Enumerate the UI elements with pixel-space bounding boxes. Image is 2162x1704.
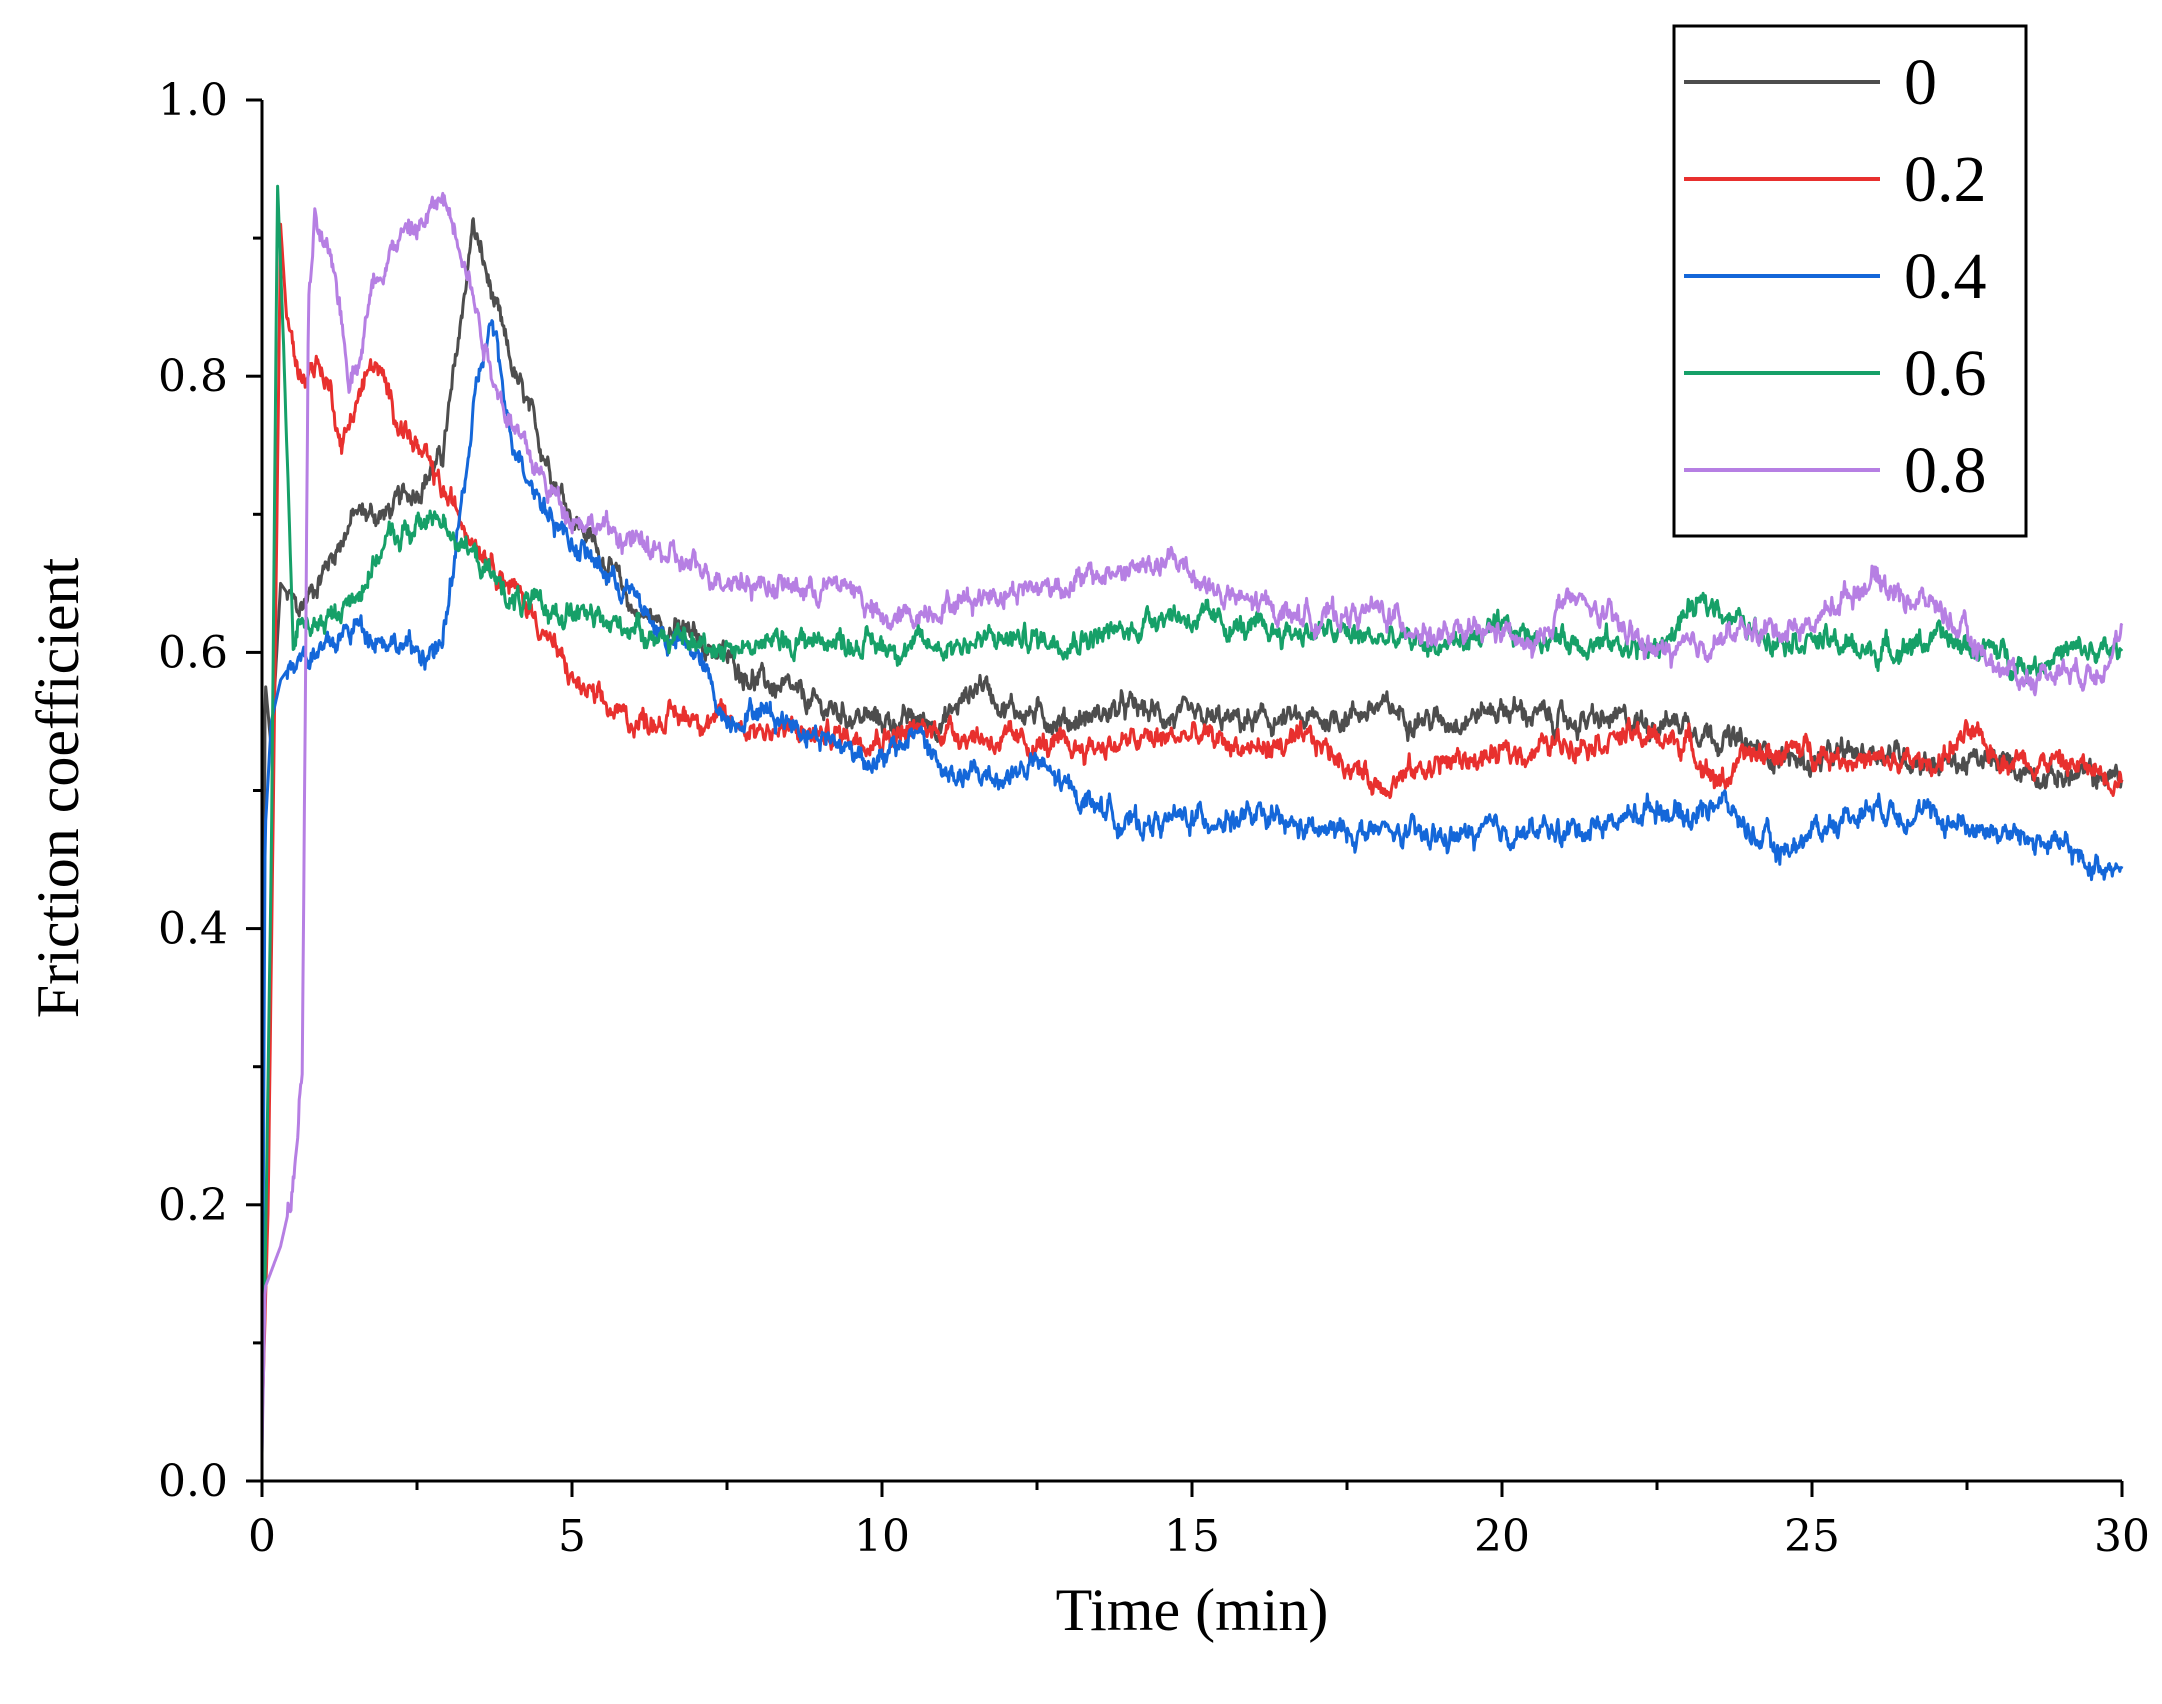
legend-label: 0.4 [1904, 240, 1987, 313]
y-tick-label: 1.0 [158, 75, 228, 126]
series-line-0_2 [260, 222, 2124, 1426]
x-tick-label: 15 [1164, 1511, 1220, 1562]
legend-label: 0.6 [1904, 337, 1987, 410]
x-tick-label: 10 [854, 1511, 910, 1562]
axes: 0.0 0.2 0.4 0.6 0.8 1.0 0 5 10 15 20 25 30 [158, 75, 2150, 1562]
y-tick-label: 0.8 [158, 351, 228, 402]
legend-label: 0.8 [1904, 434, 1987, 507]
y-tick-label: 0.4 [158, 904, 228, 955]
x-tick-label: 25 [1784, 1511, 1840, 1562]
x-tick-label: 20 [1474, 1511, 1530, 1562]
legend: 0 0.2 0.4 0.6 0.8 [1672, 24, 2028, 538]
x-tick-label: 30 [2094, 1511, 2150, 1562]
x-tick-label: 5 [558, 1511, 586, 1562]
x-tick-label: 0 [248, 1511, 276, 1562]
y-axis-title: Friction coefficient [25, 557, 91, 1018]
legend-box [1672, 24, 2028, 538]
y-tick-label: 0.6 [158, 627, 228, 678]
legend-label: 0 [1904, 46, 1937, 119]
y-tick-label: 0.0 [158, 1456, 228, 1507]
y-tick-label: 0.2 [158, 1180, 228, 1231]
series-layer [260, 184, 2124, 1454]
series-line-0_6 [260, 184, 2124, 1426]
x-axis-title: Time (min) [1056, 1577, 1329, 1643]
series-line-0_4 [260, 319, 2124, 1454]
legend-label: 0.2 [1904, 143, 1987, 216]
series-line-0_8 [260, 191, 2124, 1454]
